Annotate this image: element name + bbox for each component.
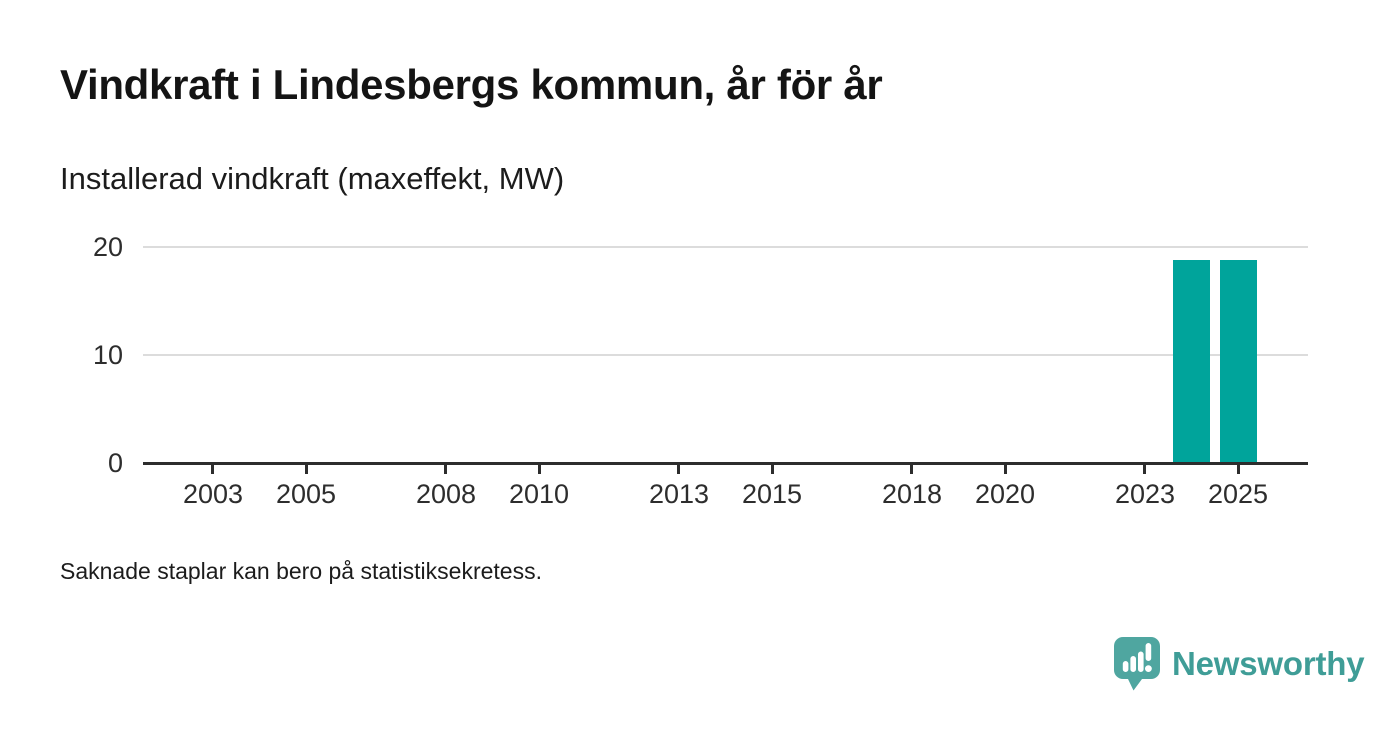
bar-2025 [1220,260,1257,463]
x-axis-tick-mark-2015 [771,465,774,474]
x-axis-tick-mark-2003 [211,465,214,474]
y-axis-tick-label: 20 [92,232,123,262]
y-axis-tick-label: 0 [107,448,123,478]
x-axis-tick-label: 2013 [648,479,710,509]
x-axis-tick-mark-2010 [538,465,541,474]
newsworthy-speech-bubble-bar-chart-icon [1114,637,1160,691]
x-axis-tick-label: 2023 [1114,479,1176,509]
x-axis-tick-label: 2018 [881,479,943,509]
x-axis-tick-label: 2003 [182,479,244,509]
y-gridline-10 [143,354,1308,356]
chart-title: Vindkraft i Lindesbergs kommun, år för å… [60,61,883,108]
newsworthy-logo: Newsworthy [1113,636,1365,692]
x-axis-tick-mark-2013 [677,465,680,474]
y-axis-tick-label: 10 [92,340,123,370]
footnote: Saknade staplar kan bero på statistiksek… [60,558,542,584]
chart-subtitle: Installerad vindkraft (maxeffekt, MW) [60,161,565,196]
x-axis-tick-label: 2005 [275,479,337,509]
x-axis-tick-mark-2018 [910,465,913,474]
x-axis-tick-label: 2015 [741,479,803,509]
x-axis-line [143,462,1308,465]
x-axis-tick-mark-2025 [1237,465,1240,474]
x-axis-tick-label: 2010 [508,479,570,509]
x-axis-tick-mark-2005 [305,465,308,474]
newsworthy-logo-text: Newsworthy [1172,645,1365,682]
x-axis-tick-mark-2020 [1004,465,1007,474]
x-axis-tick-label: 2025 [1207,479,1269,509]
bar-2024 [1173,260,1210,463]
x-axis-tick-mark-2023 [1143,465,1146,474]
x-axis-tick-label: 2008 [415,479,477,509]
y-gridline-20 [143,246,1308,248]
x-axis-tick-label: 2020 [974,479,1036,509]
x-axis-tick-mark-2008 [444,465,447,474]
